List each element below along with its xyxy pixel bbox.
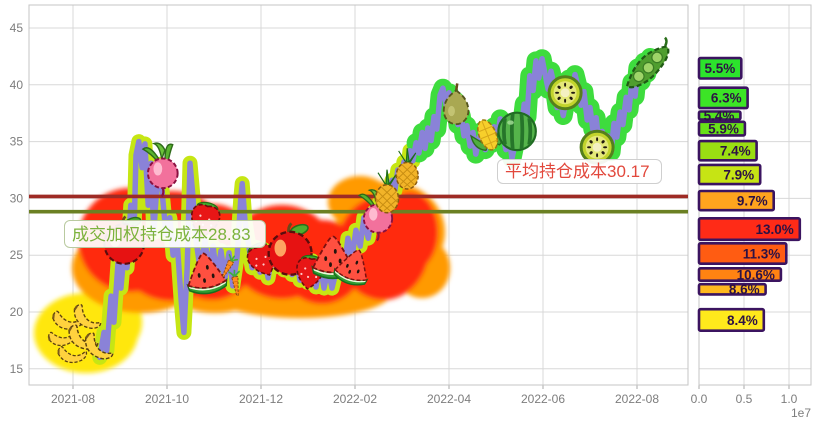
cost-bar-label: 7.9% [723, 167, 754, 182]
cost-bar [697, 307, 766, 333]
cost-bar [697, 242, 788, 266]
y-tick-label: 45 [10, 21, 24, 35]
volume-scale-label: 1e7 [791, 406, 811, 420]
cost-bar-label: 10.6% [737, 267, 775, 282]
x-tick-label: 2022-06 [521, 392, 565, 406]
x-tick-label: 2021-10 [145, 392, 189, 406]
cost-bar-label: 5.4% [704, 108, 735, 123]
cost-bar [697, 189, 775, 212]
cost-bar [697, 56, 743, 80]
volume-x-tick-label: 0.0 [691, 392, 708, 406]
x-tick-label: 2021-08 [51, 392, 95, 406]
x-tick-label: 2022-08 [615, 392, 659, 406]
volume-x-tick-label: 0.5 [736, 392, 753, 406]
cost-bar-label: 7.4% [720, 144, 751, 159]
y-tick-label: 35 [10, 135, 24, 149]
avg-cost-annotation: 平均持仓成本30.17 [497, 159, 662, 184]
cost-bar [697, 217, 802, 242]
volume-x-tick-label: 1.0 [781, 392, 798, 406]
x-tick-label: 2022-04 [427, 392, 471, 406]
cost-bar [697, 282, 767, 296]
cost-bar [697, 139, 758, 162]
cost-bar-label: 5.5% [705, 61, 736, 76]
y-tick-label: 40 [10, 78, 24, 92]
cost-bar-label: 6.3% [711, 91, 742, 106]
x-tick-label: 2022-02 [333, 392, 377, 406]
cost-bar [697, 266, 783, 282]
cost-bar-label: 11.3% [743, 246, 781, 261]
cost-bar-label: 9.7% [737, 194, 768, 209]
y-tick-label: 15 [10, 362, 24, 376]
y-tick-label: 20 [10, 305, 24, 319]
axis-labels: 45 40 35 30 25 20 15 2021-08 2021-10 2021-12 2022-… [10, 21, 812, 420]
cost-bar [697, 86, 749, 110]
cost-bar-label: 5.9% [708, 121, 739, 136]
vwap-cost-annotation: 成交加权持仓成本28.83 [64, 220, 266, 248]
y-tick-label: 25 [10, 248, 24, 262]
cost-bar [697, 163, 762, 186]
cost-bar [697, 120, 747, 137]
x-tick-label: 2021-12 [239, 392, 283, 406]
cost-distribution-bars: 5.5% 6.3% 5.4%5.9% 7.4% 7.9% 9.7% 13.0% 11.3% 10… [697, 56, 802, 333]
cost-bar [697, 110, 742, 121]
cost-bar-label: 13.0% [756, 222, 794, 237]
cost-bar-label: 8.6% [729, 282, 760, 297]
cost-bar-label: 8.4% [727, 313, 758, 328]
y-tick-label: 30 [10, 191, 24, 205]
